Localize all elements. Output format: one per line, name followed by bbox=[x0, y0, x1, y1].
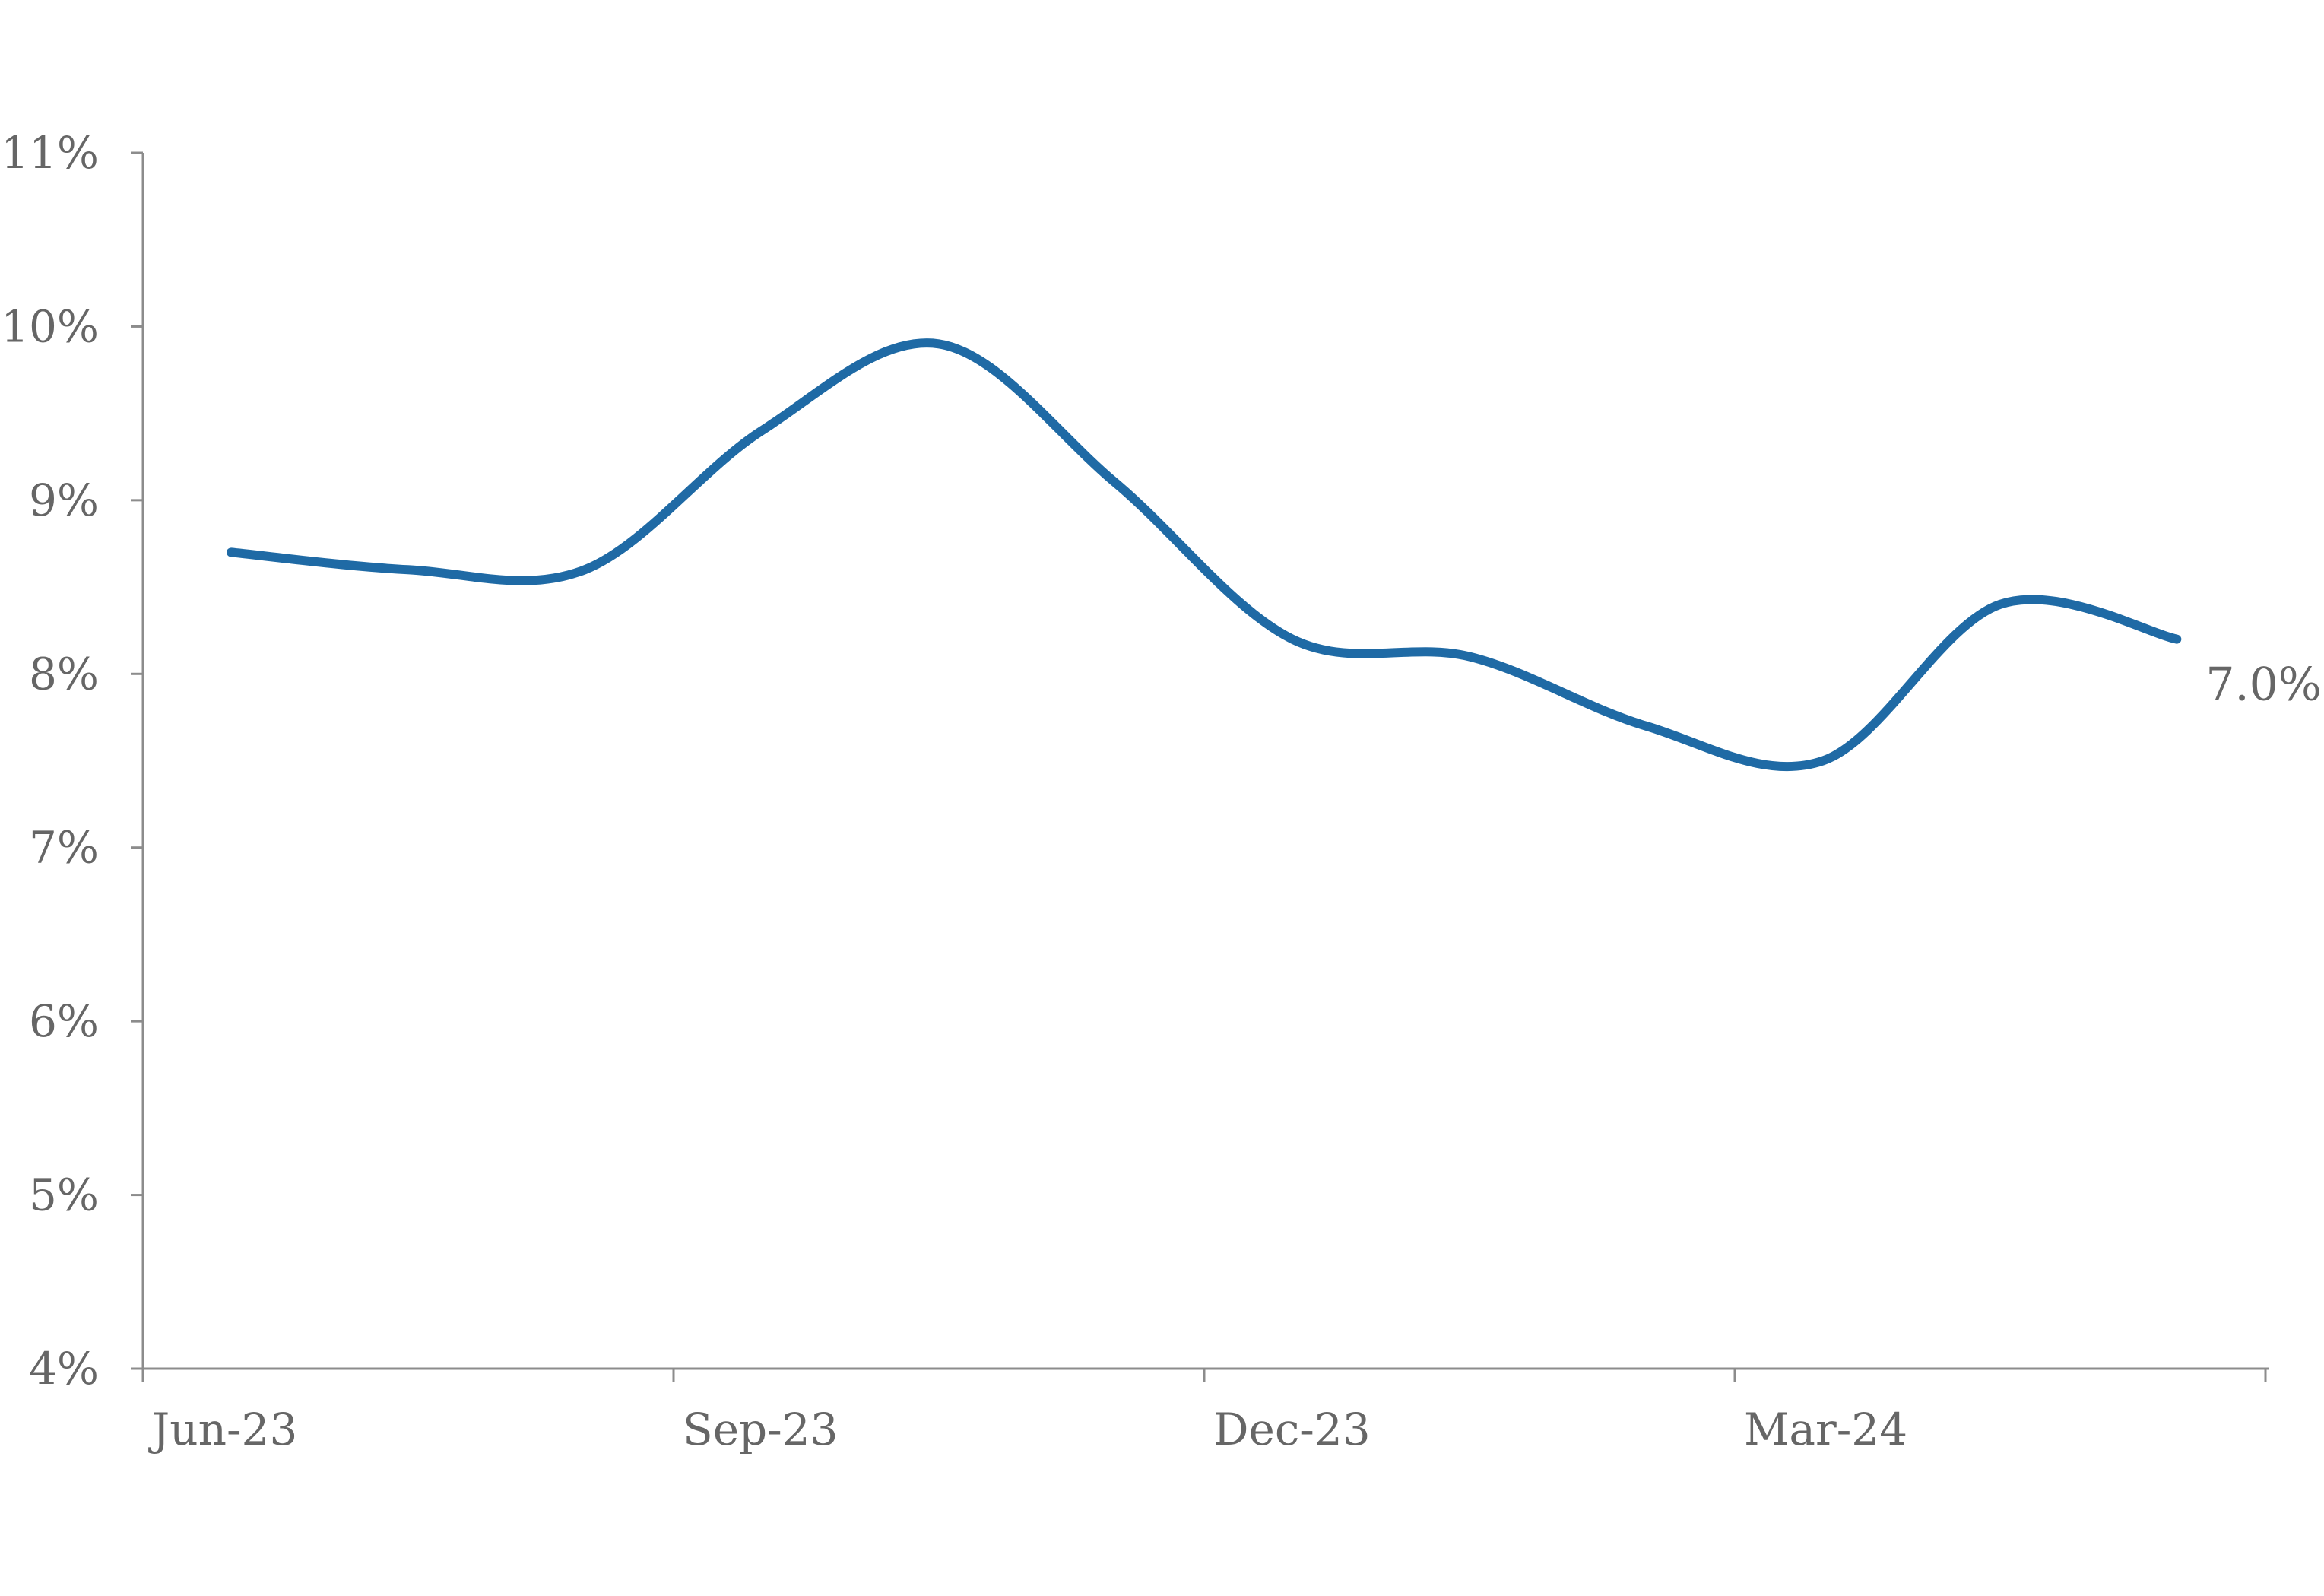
y-tick-label: 5% bbox=[29, 1169, 99, 1221]
x-tick-label: Sep-23 bbox=[683, 1404, 839, 1455]
x-axis-ticks: Jun-23 Sep-23 Dec-23 Mar-24 bbox=[141, 1369, 2267, 1455]
y-tick-label: 8% bbox=[29, 648, 99, 700]
axes: 4% 5% 6% 7% 8% 9% 10% 11% Jun-23 Sep-23 Dec-23 Mar… bbox=[1, 127, 2269, 1455]
y-tick-label: 4% bbox=[29, 1343, 99, 1395]
x-tick-label: Dec-23 bbox=[1213, 1404, 1371, 1455]
x-tick-label: Mar-24 bbox=[1744, 1404, 1907, 1455]
series-line bbox=[227, 338, 2182, 772]
series-group bbox=[227, 338, 2182, 772]
x-tick-label: Jun-23 bbox=[148, 1404, 297, 1455]
y-tick-label: 6% bbox=[29, 995, 99, 1047]
y-tick-label: 10% bbox=[1, 300, 99, 352]
y-axis-ticks: 4% 5% 6% 7% 8% 9% 10% 11% bbox=[1, 127, 143, 1395]
y-tick-label: 11% bbox=[1, 127, 99, 179]
last-value-label: 7.0% bbox=[2205, 658, 2321, 712]
y-tick-label: 9% bbox=[29, 474, 99, 526]
y-tick-label: 7% bbox=[29, 822, 99, 874]
